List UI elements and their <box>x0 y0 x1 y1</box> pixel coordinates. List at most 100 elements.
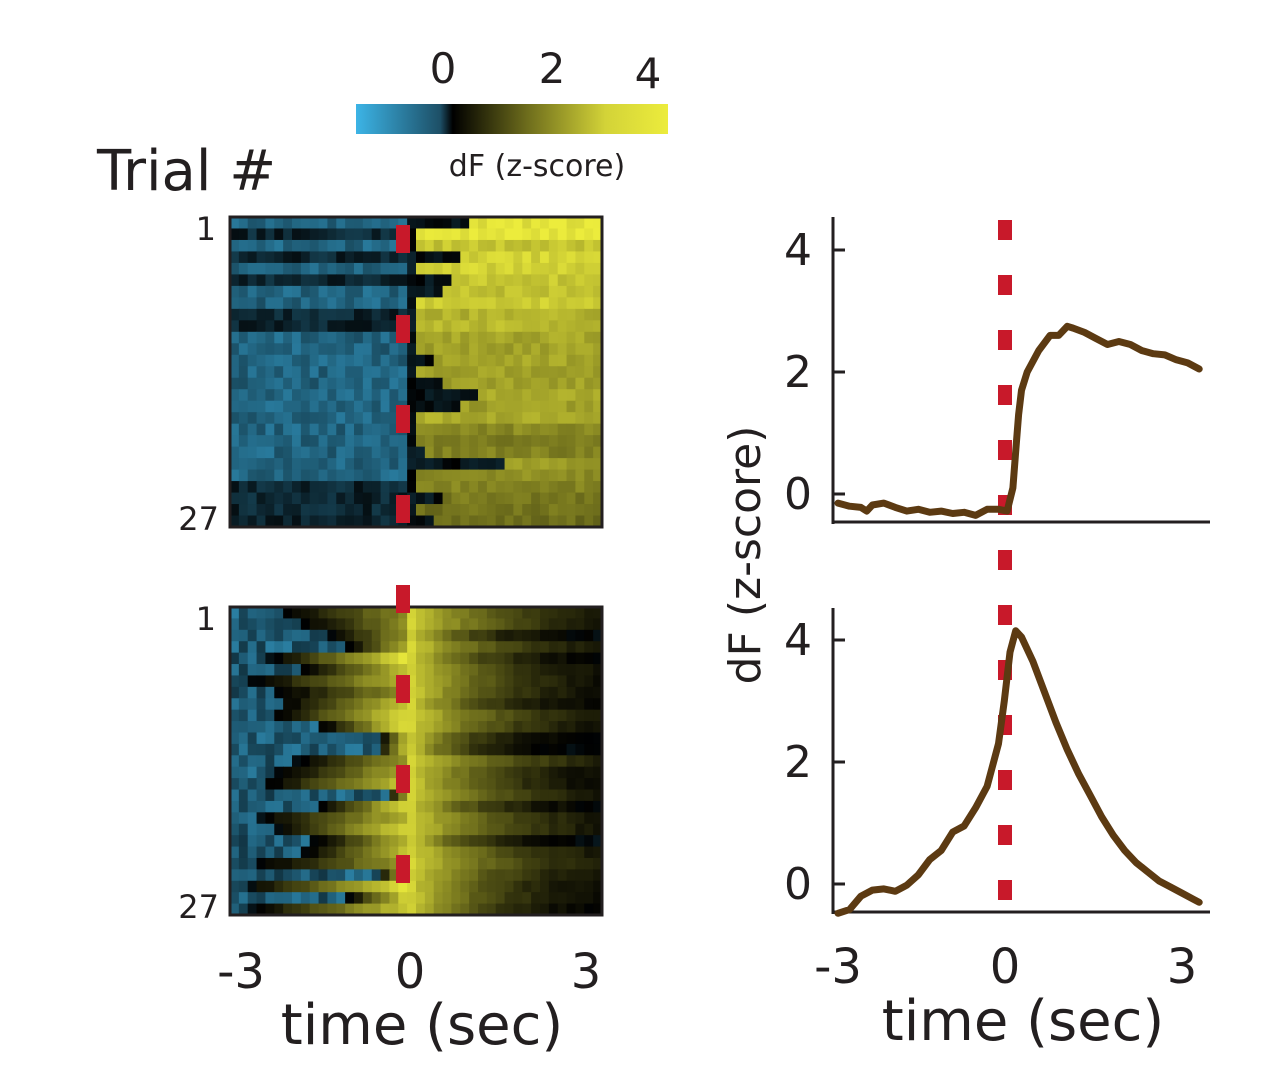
heatmap-cell <box>451 880 461 893</box>
heatmap-cell <box>584 698 594 711</box>
heatmap-cell <box>513 366 523 379</box>
heatmap-cell <box>238 239 249 253</box>
heatmap-cell <box>362 869 373 882</box>
heatmap-cell <box>495 435 506 448</box>
heatmap-cell <box>354 800 364 813</box>
heatmap-cell <box>407 709 417 722</box>
heatmap-cell <box>407 251 417 264</box>
heatmap-cell <box>318 354 329 367</box>
heatmap-cell <box>486 458 497 471</box>
heatmap-cell <box>389 641 399 654</box>
heatmap-cell <box>407 607 417 620</box>
heatmap-cell <box>354 251 364 264</box>
heatmap-cell <box>407 400 417 413</box>
heatmap-cell <box>371 435 382 448</box>
heatmap-cell <box>292 504 302 517</box>
heatmap-cell <box>300 903 311 916</box>
heatmap-cell <box>274 869 284 882</box>
heatmap-cell <box>407 641 417 654</box>
heatmap-cell <box>575 297 585 310</box>
heatmap-cell <box>256 435 267 448</box>
heatmap-cell <box>433 800 444 813</box>
heatmap-cell <box>451 239 461 253</box>
heatmap-cell <box>469 412 479 425</box>
heatmap-cell <box>389 823 399 836</box>
heatmap-cell <box>230 664 240 677</box>
heatmap-cell <box>522 446 532 459</box>
heatmap-cell <box>362 343 373 356</box>
heatmap-cell <box>345 755 355 768</box>
heatmap-cell <box>398 789 408 802</box>
heatmap-cell <box>540 331 550 344</box>
heatmap-cell <box>557 812 568 825</box>
heatmap-cell <box>354 423 364 436</box>
heatmap-cell <box>336 400 346 413</box>
heatmap-cell <box>292 766 302 779</box>
heatmap-cell <box>575 262 585 276</box>
heatmap-cell <box>274 308 284 321</box>
heatmap-cell <box>566 354 577 367</box>
heatmap-cell <box>238 629 249 642</box>
heatmap-cell <box>584 297 594 310</box>
heatmap-cell <box>540 823 550 836</box>
heatmap-cell <box>327 755 337 768</box>
heatmap-cell <box>486 400 497 413</box>
heatmap-cell <box>354 228 364 241</box>
heatmap-cell <box>398 721 408 734</box>
heatmap-cell <box>230 297 240 310</box>
heatmap-cell <box>495 366 506 379</box>
heatmap-cell <box>265 320 275 333</box>
heatmap-cell <box>575 664 585 677</box>
heatmap-cell <box>371 320 382 333</box>
heatmap-cell <box>238 675 249 688</box>
heatmap-cell <box>230 400 240 413</box>
heatmap-cell <box>371 412 382 425</box>
heatmap-cell <box>283 435 293 448</box>
heatmap-cell <box>557 835 568 848</box>
heatmap-cell <box>531 607 541 620</box>
heatmap-cell <box>238 664 249 677</box>
heatmap-cell <box>354 652 364 665</box>
heatmap-cell <box>540 652 550 665</box>
heatmap-cell <box>513 389 523 402</box>
heatmap-cell <box>522 251 532 264</box>
heatmap-cell <box>593 618 603 631</box>
heatmap-cell <box>371 743 382 756</box>
heatmap-cell <box>238 320 249 333</box>
heatmap-cell <box>318 297 329 310</box>
heatmap-cell <box>486 262 497 276</box>
heatmap-cell <box>389 709 399 722</box>
heatmap-cell <box>548 789 559 802</box>
heatmap-cell <box>486 846 497 859</box>
heatmap-cell <box>557 857 568 870</box>
heatmap-cell <box>327 835 337 848</box>
heatmap-cell <box>300 880 311 893</box>
heatmap-cell <box>522 504 532 517</box>
heatmap-cell <box>309 343 320 356</box>
heatmap-cell <box>354 458 364 471</box>
heatmap-cell <box>416 629 426 642</box>
heatmap-cell <box>460 377 470 390</box>
heatmap-cell <box>247 423 258 436</box>
heatmap-cell <box>309 285 320 298</box>
heatmap-cell <box>566 755 577 768</box>
heatmap-cell <box>238 732 249 745</box>
heatmap-cell <box>451 743 461 756</box>
heatmap-cell <box>300 812 311 825</box>
heatmap-cell <box>247 492 258 505</box>
heatmap-cell <box>442 732 453 745</box>
heatmap-cell <box>442 274 453 287</box>
heatmap-cell <box>593 880 603 893</box>
heatmap-cell <box>548 652 559 665</box>
heatmap-cell <box>371 377 382 390</box>
heatmap-cell <box>230 481 240 494</box>
heatmap-cell <box>433 251 444 264</box>
heatmap-cell <box>460 423 470 436</box>
heatmap-cell <box>566 766 577 779</box>
heatmap-cell <box>274 274 284 287</box>
heatmap-cell <box>460 251 470 264</box>
heatmap-cell <box>345 698 355 711</box>
heatmap-cell <box>416 435 426 448</box>
heatmap-cell <box>513 812 523 825</box>
heatmap-cell <box>238 228 249 241</box>
